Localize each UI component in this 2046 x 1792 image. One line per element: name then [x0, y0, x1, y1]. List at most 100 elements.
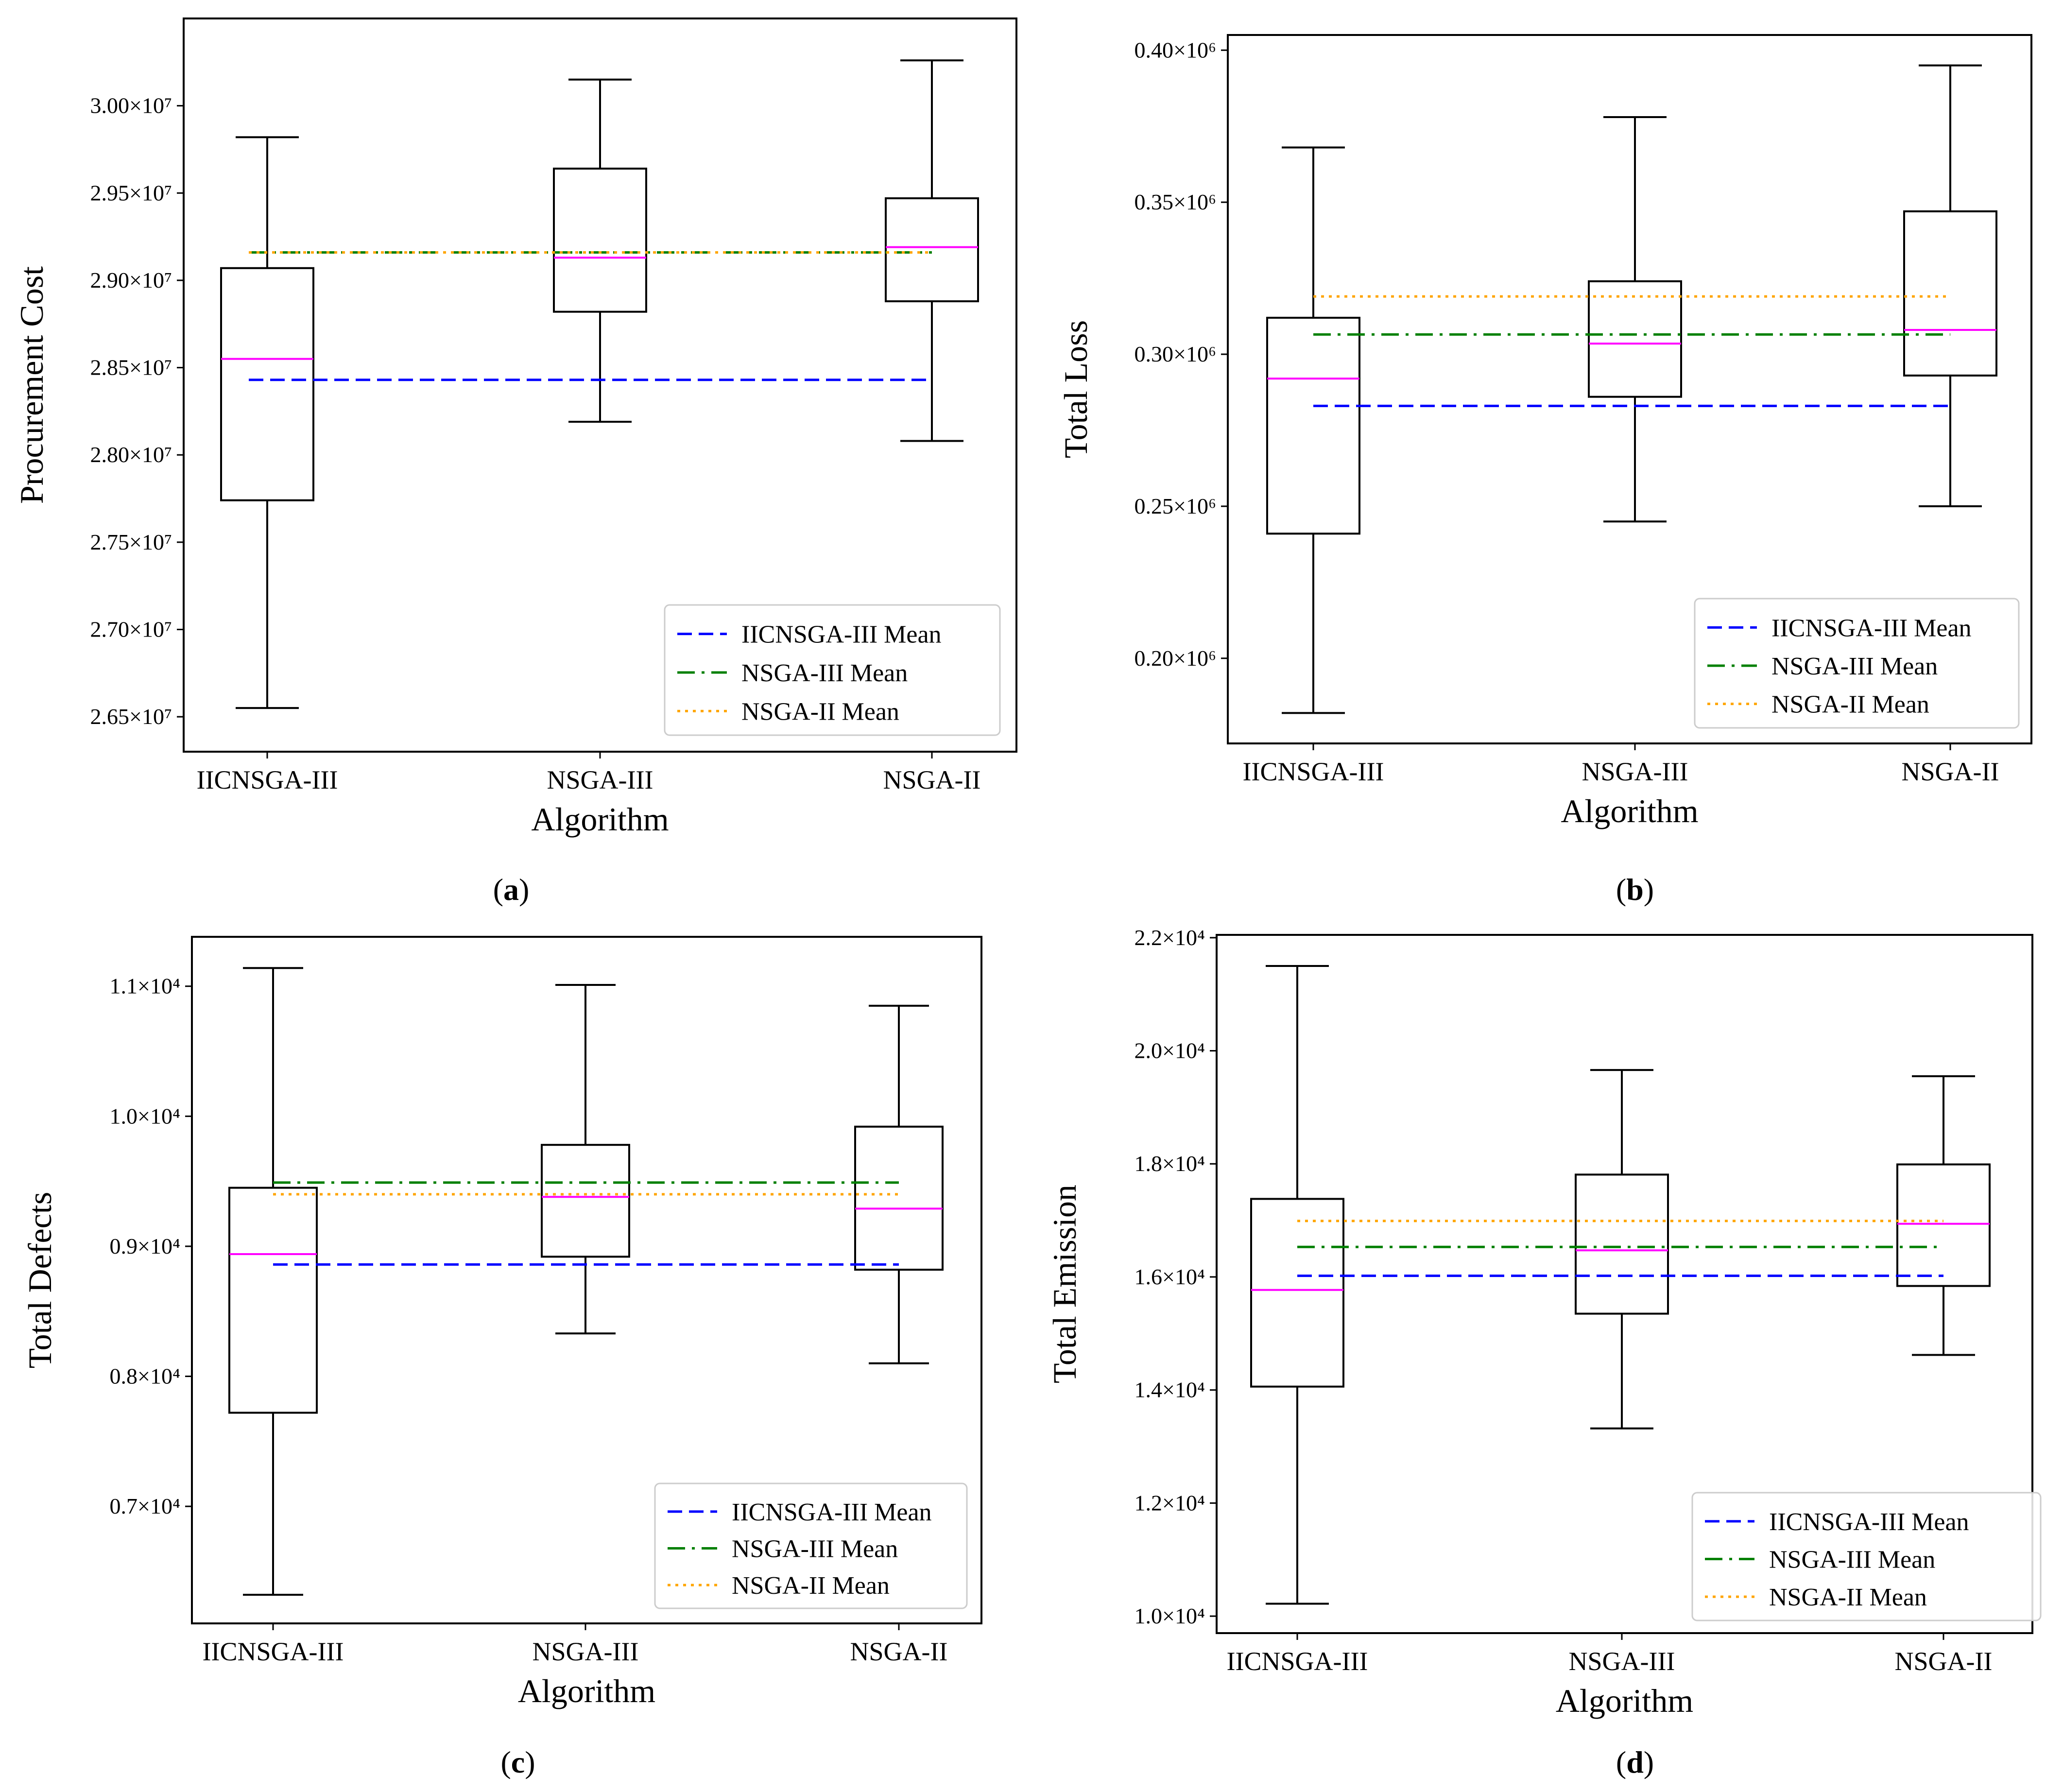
- panel-letter: c: [511, 1745, 525, 1779]
- legend-entry: NSGA-II Mean: [741, 698, 899, 725]
- legend-entry: IICNSGA-III Mean: [732, 1499, 932, 1526]
- box-nsga-ii: [854, 1004, 944, 1364]
- panel-caption: (a): [493, 872, 530, 907]
- y-tick-label: 2.2×10⁴: [1135, 925, 1205, 950]
- legend: IICNSGA-III Mean NSGA-III Mean NSGA-II Mea…: [654, 1482, 968, 1609]
- panel-caption: (c): [500, 1745, 535, 1779]
- x-tick-label: NSGA-II: [850, 1637, 948, 1666]
- y-tick-label: 2.0×10⁴: [1135, 1038, 1205, 1063]
- y-tick-label: 2.95×10⁷: [90, 180, 172, 205]
- box-nsga-ii: [885, 59, 979, 442]
- box-nsga-iii: [553, 78, 647, 423]
- x-tick-label: NSGA-III: [1569, 1647, 1675, 1676]
- legend-entry: IICNSGA-III Mean: [741, 621, 942, 649]
- y-tick-label: 0.25×10⁶: [1135, 494, 1216, 518]
- x-axis-title: Algorithm: [1556, 1682, 1693, 1719]
- y-tick-label: 1.2×10⁴: [1135, 1490, 1205, 1515]
- box-iicnsga-iii: [1250, 965, 1344, 1605]
- box-nsga-iii: [1588, 116, 1682, 523]
- y-axis-title: Total Loss: [1057, 320, 1094, 458]
- legend-frame: [654, 1482, 968, 1609]
- box-iqr: [854, 1125, 944, 1271]
- x-tick-label: NSGA-III: [533, 1637, 639, 1666]
- box-iqr: [1896, 1163, 1991, 1287]
- box-iqr: [1575, 1173, 1669, 1315]
- legend: IICNSGA-III Mean NSGA-III Mean NSGA-II Mea…: [1694, 598, 2020, 729]
- y-tick-label: 1.0×10⁴: [110, 1103, 180, 1128]
- x-axis-title: Algorithm: [518, 1672, 655, 1709]
- x-tick-label: NSGA-III: [547, 765, 653, 794]
- y-tick-label: 1.1×10⁴: [110, 974, 180, 999]
- y-tick-label: 0.30×10⁶: [1135, 342, 1216, 366]
- y-tick-label: 2.65×10⁷: [90, 704, 172, 729]
- box-nsga-iii: [541, 984, 630, 1335]
- legend-entry: IICNSGA-III Mean: [1771, 614, 1972, 642]
- box-nsga-iii: [1575, 1069, 1669, 1430]
- box-iqr: [1903, 210, 1997, 377]
- legend-frame: [1691, 1492, 2042, 1621]
- y-tick-label: 0.7×10⁴: [110, 1494, 180, 1518]
- legend-entry: IICNSGA-III Mean: [1769, 1508, 1969, 1536]
- box-iqr: [228, 1187, 318, 1414]
- box-iqr: [220, 267, 314, 501]
- x-axis-title: Algorithm: [1561, 793, 1698, 829]
- y-axis-title: Total Emission: [1046, 1185, 1083, 1383]
- box-iqr: [885, 197, 979, 303]
- y-tick-label: 2.85×10⁷: [90, 355, 172, 380]
- y-tick-label: 0.8×10⁴: [110, 1364, 180, 1389]
- box-nsga-ii: [1903, 64, 1997, 507]
- panel-letter: d: [1626, 1745, 1644, 1779]
- x-tick-label: IICNSGA-III: [1243, 757, 1384, 786]
- x-tick-label: NSGA-II: [883, 765, 981, 794]
- x-tick-label: NSGA-II: [1895, 1647, 1993, 1676]
- y-tick-label: 0.20×10⁶: [1135, 646, 1216, 671]
- y-tick-label: 3.00×10⁷: [90, 93, 172, 118]
- x-axis-title: Algorithm: [531, 801, 669, 838]
- legend-frame: [1694, 598, 2020, 729]
- box-iqr: [553, 167, 647, 313]
- y-tick-label: 2.70×10⁷: [90, 617, 172, 642]
- box-nsga-ii: [1896, 1075, 1991, 1356]
- x-tick-label: NSGA-II: [1902, 757, 1999, 786]
- y-tick-label: 1.6×10⁴: [1135, 1264, 1205, 1289]
- legend-entry: NSGA-II Mean: [1769, 1584, 1927, 1611]
- chart-panel-d: 1.0×10⁴ 1.2×10⁴ 1.4×10⁴ 1.6×10⁴ 1.8×10⁴ 2.0×1…: [1046, 925, 2042, 1779]
- y-tick-label: 2.80×10⁷: [90, 442, 172, 467]
- x-tick-label: IICNSGA-III: [203, 1637, 344, 1666]
- y-tick-label: 2.90×10⁷: [90, 268, 172, 293]
- y-axis-title: Procurement Cost: [13, 266, 50, 504]
- legend: IICNSGA-III Mean NSGA-III Mean NSGA-II Mea…: [664, 604, 1001, 736]
- box-iqr: [1588, 280, 1682, 398]
- box-iicnsga-iii: [228, 967, 318, 1596]
- plot-frame: [1227, 34, 2032, 744]
- y-tick-label: 0.40×10⁶: [1135, 37, 1216, 62]
- legend-entry: NSGA-III Mean: [1771, 653, 1938, 680]
- legend-entry: NSGA-II Mean: [1771, 691, 1929, 719]
- panel-letter: b: [1626, 872, 1644, 907]
- y-tick-label: 0.35×10⁶: [1135, 190, 1216, 214]
- box-iicnsga-iii: [1266, 146, 1360, 714]
- legend-entry: NSGA-III Mean: [1769, 1546, 1935, 1574]
- box-iqr: [1250, 1198, 1344, 1388]
- y-tick-label: 2.75×10⁷: [90, 530, 172, 554]
- y-tick-label: 1.4×10⁴: [1135, 1378, 1205, 1402]
- legend-entry: NSGA-II Mean: [732, 1572, 890, 1600]
- panel-caption: (b): [1616, 872, 1654, 907]
- x-tick-label: NSGA-III: [1582, 757, 1688, 786]
- x-tick-label: IICNSGA-III: [197, 765, 338, 794]
- chart-panel-b: 0.20×10⁶ 0.25×10⁶ 0.30×10⁶ 0.35×10⁶ 0.40×10⁶…: [1057, 34, 2032, 907]
- y-tick-label: 0.9×10⁴: [110, 1234, 180, 1258]
- legend-entry: NSGA-III Mean: [741, 659, 908, 687]
- panel-caption: (d): [1616, 1745, 1654, 1779]
- y-tick-label: 1.8×10⁴: [1135, 1151, 1205, 1176]
- plot-frame: [1216, 934, 2033, 1634]
- legend-entry: NSGA-III Mean: [732, 1535, 898, 1563]
- legend-frame: [664, 604, 1001, 736]
- plot-frame: [191, 936, 982, 1624]
- y-tick-label: 1.0×10⁴: [1135, 1603, 1205, 1628]
- box-iqr: [541, 1144, 630, 1258]
- legend: IICNSGA-III Mean NSGA-III Mean NSGA-II Mea…: [1691, 1492, 2042, 1621]
- y-axis-title: Total Defects: [21, 1192, 58, 1368]
- box-iicnsga-iii: [220, 136, 314, 709]
